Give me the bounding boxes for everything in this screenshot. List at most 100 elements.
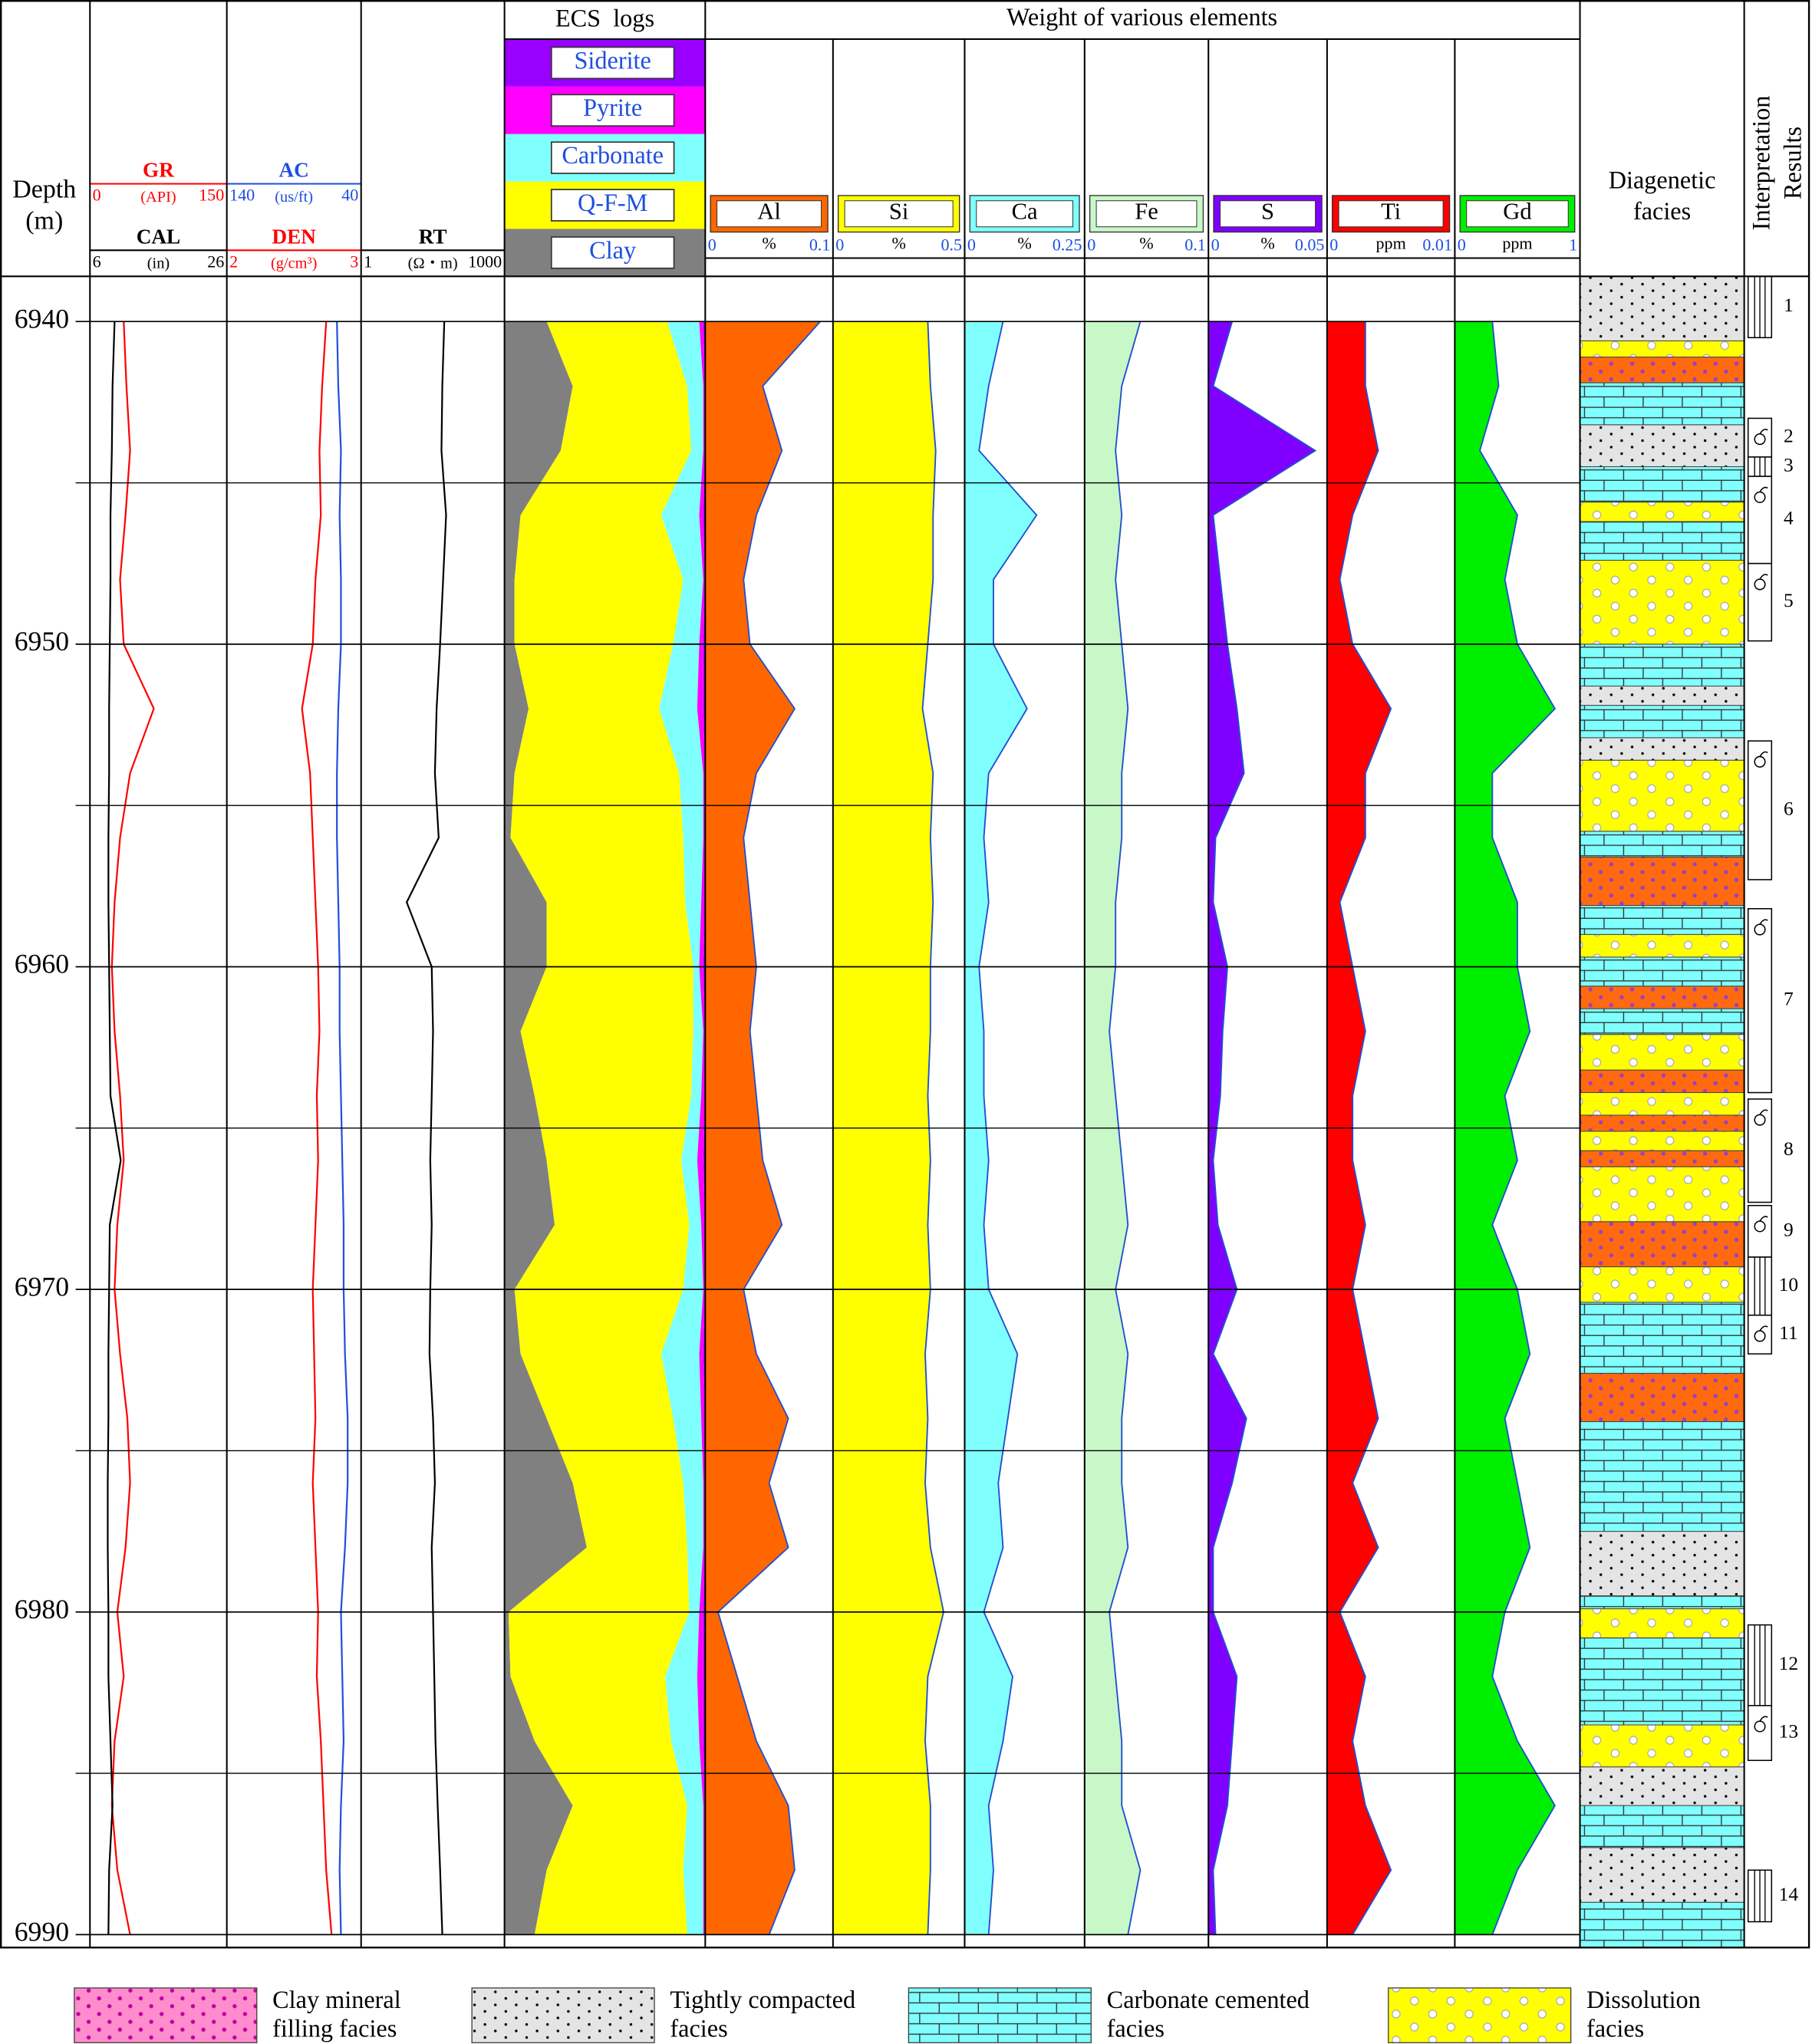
facies-interval: [1580, 759, 1745, 832]
facies-interval: [1580, 1421, 1745, 1532]
result-label: 2: [1784, 424, 1794, 446]
facies-interval: [1580, 643, 1745, 687]
legend-box: [550, 141, 675, 174]
x-tick-label: 0.01: [1422, 235, 1452, 254]
outer-frame: [0, 0, 1810, 1949]
facies-interval: [1580, 382, 1745, 426]
x-tick-label: 26: [207, 252, 224, 271]
x-tick-label: 2: [229, 252, 238, 271]
result-symbol: [1759, 486, 1768, 492]
result-symbol: [1759, 1325, 1768, 1331]
x-tick-label: 0.5: [941, 235, 962, 254]
result-symbol: [1759, 428, 1768, 435]
result-label: 8: [1784, 1137, 1794, 1160]
x-tick-label: 1000: [468, 252, 502, 271]
element-box-inner: [1466, 200, 1569, 228]
legend-box: [550, 46, 675, 80]
facies-interval: [1580, 1008, 1745, 1035]
facies-interval: [1580, 559, 1745, 645]
element-area: [1326, 321, 1392, 1935]
result-label: 9: [1784, 1218, 1794, 1240]
legend-swatch: [74, 1987, 258, 2043]
result-label: 11: [1779, 1322, 1798, 1344]
x-tick-label: 0.1: [1184, 235, 1206, 254]
legend-label: facies: [670, 2014, 727, 2042]
result-label: 1: [1784, 294, 1794, 316]
x-tick-label: 0.1: [809, 235, 831, 254]
facies-interval: [1580, 1166, 1745, 1223]
facies-interval: [1580, 1114, 1745, 1132]
legend-label: facies: [1586, 2014, 1644, 2042]
legend-label: Pyrite: [583, 94, 642, 121]
x-tick-label: 0: [1458, 235, 1466, 254]
result-label: 4: [1784, 507, 1794, 529]
result-interval: [1747, 417, 1773, 458]
element-box-inner: [717, 200, 822, 228]
facies-interval: [1580, 275, 1745, 341]
y-tick-label: 6980: [15, 1594, 69, 1624]
legend-box: [550, 94, 675, 127]
legend-label: Tightly compacted: [670, 1986, 855, 2013]
x-tick-label: 6: [93, 252, 101, 271]
legend-box: [550, 189, 675, 222]
curve-name: GR: [143, 159, 174, 182]
facies-interval: [1580, 1595, 1745, 1610]
x-tick-label: 0: [1211, 235, 1220, 254]
legend-swatch: [1388, 1987, 1572, 2043]
element-name: Ca: [1012, 199, 1038, 225]
element-name: Fe: [1135, 199, 1158, 225]
facies-interval: [1580, 1092, 1745, 1116]
element-name: Al: [757, 199, 781, 225]
facies-interval: [1580, 956, 1745, 987]
facies-interval: [1580, 986, 1745, 1009]
curve-name: RT: [419, 225, 447, 248]
facies-interval: [1580, 521, 1745, 561]
facies-interval: [1580, 1034, 1745, 1071]
x-tick-label: 0: [708, 235, 717, 254]
curve-unit: (us/ft): [275, 189, 313, 206]
y-tick-label: 6970: [15, 1271, 69, 1302]
facies-interval: [1580, 905, 1745, 935]
x-tick-label: 1: [1569, 235, 1577, 254]
element-area: [964, 321, 1037, 1935]
facies-interval: [1580, 1221, 1745, 1268]
facies-interval: [1580, 686, 1745, 706]
legend-label: Clay: [589, 236, 636, 264]
legend-label: Clay mineral: [272, 1986, 401, 2013]
x-tick-label: 0.05: [1295, 235, 1325, 254]
facies-interval: [1580, 737, 1745, 761]
y-tick-label: 6950: [15, 626, 69, 657]
legend-label: filling facies: [272, 2014, 397, 2042]
y-tick-label: 6990: [15, 1917, 69, 1947]
facies-interval: [1580, 466, 1745, 503]
result-symbol: [1759, 751, 1768, 757]
facies-interval: [1580, 1724, 1745, 1768]
element-unit: %: [1017, 234, 1031, 253]
element-unit: %: [1139, 234, 1153, 253]
facies-interval: [1580, 1131, 1745, 1151]
facies-interval: [1580, 1608, 1745, 1638]
element-name: Gd: [1503, 199, 1531, 225]
curve-name: DEN: [272, 225, 316, 248]
result-label: 14: [1779, 1883, 1799, 1905]
facies-interval: [1580, 502, 1745, 522]
facies-interval: [1580, 831, 1745, 857]
result-interval: [1747, 740, 1773, 880]
x-tick-label: 0: [93, 186, 101, 205]
curve-unit: (API): [140, 189, 176, 206]
facies-interval: [1580, 1266, 1745, 1303]
facies-interval: [1580, 856, 1745, 907]
result-interval: [1747, 908, 1773, 1094]
ecs-area: [659, 321, 703, 1935]
curve-name: CAL: [137, 225, 180, 248]
element-box-inner: [1220, 200, 1316, 228]
x-tick-label: 0: [967, 235, 976, 254]
element-area: [705, 321, 821, 1935]
result-symbol: [1759, 1216, 1768, 1222]
element-unit: ppm: [1376, 234, 1406, 253]
element-box-inner: [1338, 200, 1444, 228]
y-tick-label: 6960: [15, 949, 69, 979]
facies-interval: [1580, 1069, 1745, 1094]
